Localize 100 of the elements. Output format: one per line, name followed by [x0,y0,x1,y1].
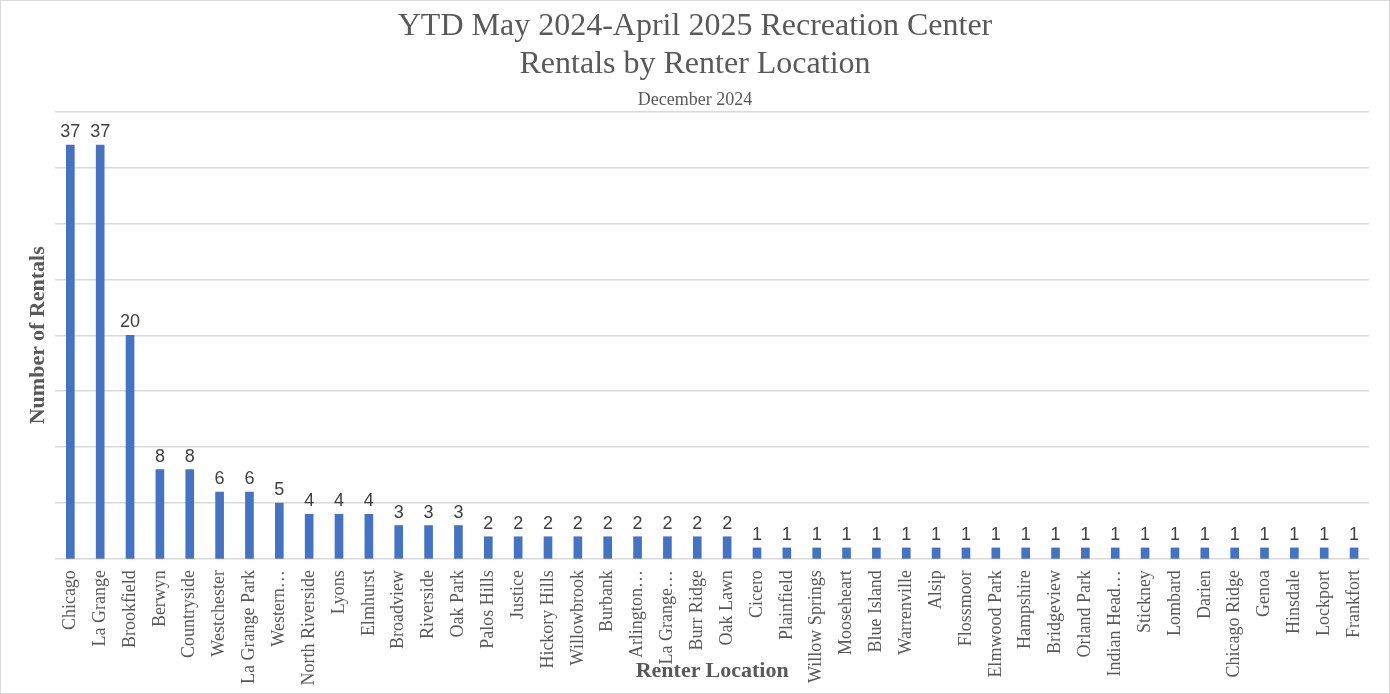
x-tick-label: Brookfield [118,570,139,649]
x-tick-label: Justice [506,570,527,620]
data-label: 1 [811,523,822,544]
data-label: 1 [751,523,762,544]
data-label: 8 [154,445,165,466]
bar [364,514,374,559]
bar [1230,547,1239,559]
x-tick-label: Elmwood Park [984,570,1005,678]
data-label: 1 [781,523,792,544]
x-tick-label: Countryside [178,570,199,659]
x-tick-label: Stickney [1133,570,1154,634]
x-tick-label: Frankfort [1342,570,1363,639]
data-label: 4 [304,490,315,511]
x-tick-label: Cicero [745,570,766,619]
x-tick-label: Alsip [924,570,945,610]
bar [901,547,911,559]
bar [513,536,523,559]
x-tick-label: Genoa [1253,570,1274,618]
bar [812,547,822,559]
data-label: 1 [1169,523,1180,544]
data-label: 1 [1050,523,1061,544]
bar [961,547,971,559]
x-tick-label: Riverside [417,570,438,640]
x-tick-label: Oak Lawn [715,570,736,646]
data-label: 1 [1140,523,1151,544]
x-tick-label: Orland Park [1074,570,1095,658]
data-label: 1 [901,523,912,544]
data-label: 4 [363,490,374,511]
data-label: 1 [1259,523,1270,544]
data-label: 2 [542,512,554,533]
x-tick-label: Lyons [327,570,348,615]
bar [304,514,314,559]
bar [394,525,404,559]
bar [66,144,75,559]
x-tick-label: Indian Head… [1103,570,1124,677]
data-label: 1 [1020,523,1031,544]
bar [782,547,792,559]
data-label: 3 [393,501,404,522]
data-label: 1 [1319,523,1330,544]
x-tick-label: Palos Hills [477,570,498,649]
data-label: 4 [334,490,345,511]
y-axis-title: Number of Rentals [23,245,49,425]
bar [215,491,224,559]
bar [274,502,284,559]
x-tick-label: Burr Ridge [686,570,707,651]
bar [663,536,672,559]
x-tick-label: Lockport [1312,570,1333,637]
data-label: 1 [990,523,1001,544]
text: Rentals by Renter Location [519,44,871,81]
data-label: 2 [602,512,613,533]
x-tick-label: Bridgeview [1044,570,1065,655]
data-label: 5 [274,479,285,500]
data-label: 1 [1349,523,1360,544]
data-label: 2 [513,512,524,533]
data-label: 1 [841,523,852,544]
x-tick-label: Warrenville [894,570,915,655]
x-tick-label: Arlington… [626,570,647,659]
bar [1200,547,1210,559]
bar [454,525,463,559]
x-tick-label: Hampshire [1014,570,1035,650]
bar [1081,547,1090,559]
x-tick-label: Hinsdale [1283,570,1304,635]
bar [633,536,642,559]
bar [1110,547,1120,559]
x-tick-label: Darien [1193,570,1214,620]
data-label: 1 [931,523,942,544]
bar [245,491,254,559]
x-tick-label: La Grange… [656,570,677,665]
x-tick-label: Chicago Ridge [1223,570,1244,678]
x-tick-label: Hickory Hills [536,570,557,669]
data-label: 2 [662,512,673,533]
data-label: 2 [483,512,494,533]
bar [543,536,553,559]
bar [1051,547,1060,559]
x-tick-label: Oak Park [447,570,468,638]
text: YTD May 2024-April 2025 Recreation Center [397,5,993,42]
data-label: 1 [871,523,882,544]
x-tick-label: Flossmoor [954,570,975,647]
data-label: 3 [423,501,434,522]
bar [185,469,195,559]
bar [1140,547,1150,559]
bar [573,536,583,559]
bar [722,536,732,559]
data-label: 2 [692,512,703,533]
bar [1021,547,1030,559]
data-label: 6 [214,467,225,488]
x-tick-label: Willow Springs [805,570,826,683]
bar [155,469,165,559]
x-tick-label: Chicago [59,570,80,631]
data-label: 1 [1289,523,1300,544]
bar [931,547,941,559]
x-tick-label: Plainfield [775,570,796,641]
data-label: 37 [60,120,81,141]
x-tick-label: Berwyn [148,570,169,628]
x-tick-label: Willowbrook [566,570,587,666]
bar [95,144,105,559]
bar [125,334,135,559]
data-label: 1 [1229,523,1240,544]
x-tick-label: Western… [268,570,289,647]
x-tick-label: North Riverside [297,570,318,686]
